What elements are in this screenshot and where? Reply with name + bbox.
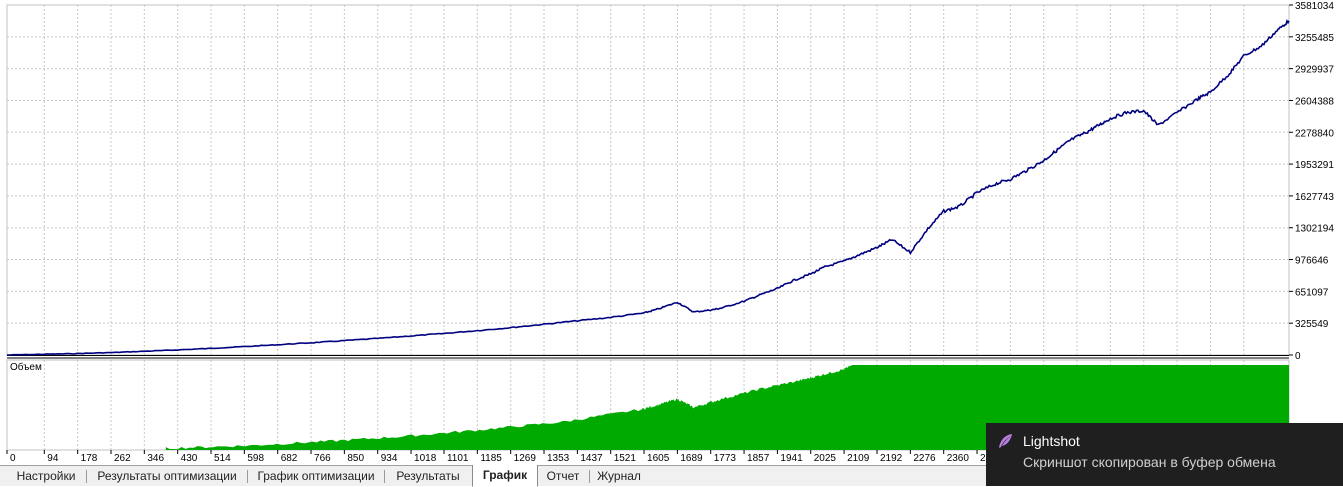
y-tick-label: 2929937 bbox=[1295, 65, 1334, 76]
x-tick-label: 1437 bbox=[580, 453, 603, 464]
tab-separator bbox=[589, 470, 590, 483]
tab-5[interactable]: График bbox=[472, 465, 538, 487]
y-axis-ticks: 3581034 3255485 2929937 2604388 2278840 19532… bbox=[1289, 1, 1334, 362]
tab-2[interactable]: Результаты оптимизации bbox=[97, 469, 237, 483]
x-tick-label: 2360 bbox=[947, 453, 970, 464]
x-tick-label: 1941 bbox=[780, 453, 803, 464]
y-tick-label: 1627743 bbox=[1295, 192, 1334, 203]
x-tick-label: 1605 bbox=[647, 453, 670, 464]
x-tick-label: 1269 bbox=[514, 453, 537, 464]
tab-separator bbox=[86, 470, 87, 483]
x-tick-label: 1101 bbox=[447, 453, 469, 464]
x-tick-label: 0 bbox=[10, 453, 16, 464]
x-tick-label: 1857 bbox=[747, 453, 770, 464]
x-tick-label: 178 bbox=[81, 453, 98, 464]
x-tick-label: 514 bbox=[214, 453, 231, 464]
notification-message: Скриншот скопирован в буфер обмена bbox=[1023, 454, 1276, 470]
tab-6[interactable]: Отчет bbox=[546, 469, 580, 483]
tab-3[interactable]: График оптимизации bbox=[257, 469, 375, 483]
x-tick-label: 262 bbox=[114, 453, 131, 464]
tab-4[interactable]: Результаты bbox=[396, 469, 460, 483]
y-tick-label: 3255485 bbox=[1295, 33, 1334, 44]
y-tick-label: 2278840 bbox=[1295, 128, 1334, 139]
x-tick-label: 430 bbox=[181, 453, 198, 464]
x-tick-label: 1018 bbox=[414, 453, 437, 464]
balance-line bbox=[7, 19, 1290, 356]
x-tick-label: 1185 bbox=[480, 453, 502, 464]
tab-7[interactable]: Журнал bbox=[597, 469, 641, 483]
x-tick-label: 850 bbox=[347, 453, 364, 464]
y-tick-label: 976646 bbox=[1295, 256, 1329, 267]
x-tick-label: 1689 bbox=[680, 453, 703, 464]
x-tick-label: 766 bbox=[314, 453, 331, 464]
x-tick-label: 2025 bbox=[814, 453, 837, 464]
y-tick-label: 3581034 bbox=[1295, 1, 1334, 12]
feather-icon bbox=[999, 434, 1012, 448]
x-tick-label: 1521 bbox=[614, 453, 637, 464]
tab-separator bbox=[247, 470, 248, 483]
x-tick-label: 1353 bbox=[547, 453, 570, 464]
x-tick-label: 934 bbox=[381, 453, 398, 464]
tab-1[interactable]: Настройки bbox=[16, 469, 76, 483]
strategy-tester-chart: 3581034 3255485 2929937 2604388 2278840 19532… bbox=[6, 1, 1334, 464]
x-tick-label: 1773 bbox=[714, 453, 737, 464]
y-tick-label: 1302194 bbox=[1295, 224, 1334, 235]
y-tick-label: 651097 bbox=[1295, 287, 1329, 298]
main-chart-frame bbox=[6, 4, 1290, 356]
y-tick-label: 325549 bbox=[1295, 319, 1329, 330]
lightshot-notification[interactable]: Lightshot Скриншот скопирован в буфер об… bbox=[986, 423, 1343, 486]
tab-separator bbox=[384, 470, 385, 483]
x-tick-label: 682 bbox=[281, 453, 298, 464]
x-tick-label: 2192 bbox=[880, 453, 903, 464]
y-tick-label: 1953291 bbox=[1295, 160, 1334, 171]
y-tick-label: 0 bbox=[1295, 351, 1301, 362]
main-chart-grid bbox=[7, 5, 1289, 355]
x-tick-label: 94 bbox=[47, 453, 59, 464]
y-tick-label: 2604388 bbox=[1295, 96, 1334, 107]
x-tick-label: 346 bbox=[147, 453, 164, 464]
notification-title: Lightshot bbox=[1023, 433, 1080, 449]
volume-panel-label: Объем bbox=[10, 361, 42, 373]
x-tick-label: 2276 bbox=[913, 453, 936, 464]
x-tick-label: 2109 bbox=[847, 453, 870, 464]
x-tick-label: 598 bbox=[247, 453, 264, 464]
